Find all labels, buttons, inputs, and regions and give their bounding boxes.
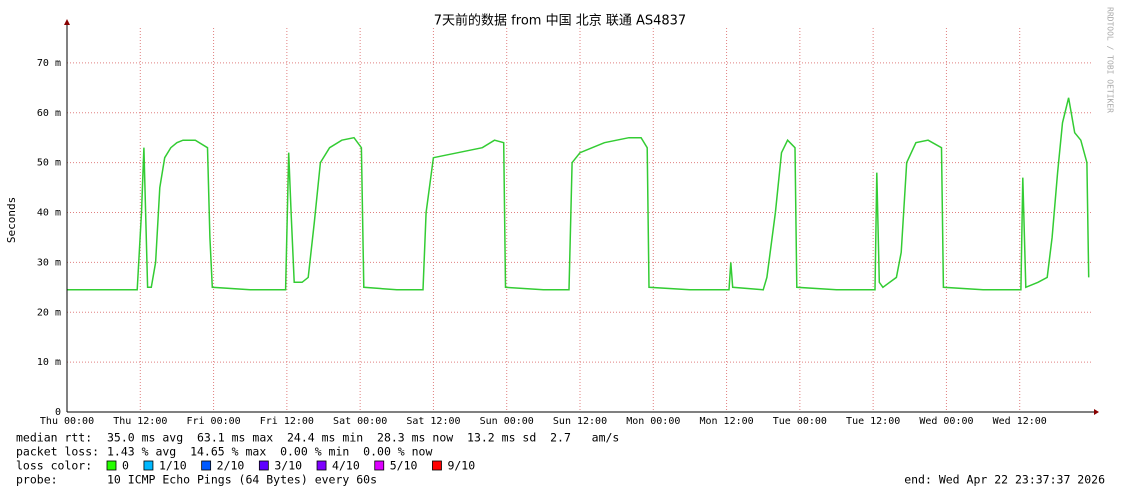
- x-tick-label: Wed 12:00: [993, 416, 1047, 427]
- legend-entry: 1/10: [159, 459, 187, 473]
- end-time: end: Wed Apr 22 23:37:37 2026: [904, 473, 1105, 487]
- legend-entry: 4/10: [332, 459, 360, 473]
- legend-label: loss color:: [16, 459, 92, 473]
- legend-swatch: [316, 460, 327, 471]
- x-tick-label: Fri 12:00: [260, 416, 314, 427]
- y-tick-label: 70 m: [37, 58, 61, 69]
- legend-swatch: [374, 460, 385, 471]
- x-tick-label: Tue 00:00: [773, 416, 827, 427]
- legend-label: probe:: [16, 473, 58, 487]
- y-arrow: [64, 19, 70, 25]
- y-tick-label: 30 m: [37, 257, 61, 268]
- legend-label: packet loss:: [16, 445, 99, 459]
- y-tick-label: 10 m: [37, 357, 61, 368]
- legend-swatch: [258, 460, 269, 471]
- legend-entry: 3/10: [274, 459, 302, 473]
- legend-swatch: [143, 460, 154, 471]
- x-tick-label: Tue 12:00: [846, 416, 900, 427]
- x-tick-label: Thu 00:00: [40, 416, 94, 427]
- y-tick-label: 40 m: [37, 208, 61, 219]
- legend-swatch: [432, 460, 442, 471]
- legend: median rtt: 35.0 ms avg 63.1 ms max 24.4…: [16, 431, 1105, 487]
- x-tick-label: Sat 00:00: [333, 416, 387, 427]
- legend-swatch: [201, 460, 212, 471]
- x-tick-label: Sun 12:00: [553, 416, 607, 427]
- series-line: [67, 97, 1090, 291]
- y-tick-label: 20 m: [37, 307, 61, 318]
- y-axis-label: Seconds: [5, 197, 18, 243]
- plot: [67, 97, 1090, 291]
- legend-text: 1.43 % avg 14.65 % max 0.00 % min 0.00 %…: [107, 445, 432, 459]
- x-tick-label: Wed 00:00: [919, 416, 973, 427]
- y-tick-label: 50 m: [37, 158, 61, 169]
- legend-entry: 0: [122, 459, 129, 473]
- x-tick-label: Thu 12:00: [113, 416, 167, 427]
- x-tick-label: Sun 00:00: [480, 416, 534, 427]
- grid: 0 10 m 20 m 30 m 40 m 50 m 60 m 70 m Thu 00:00 Th…: [37, 28, 1093, 427]
- y-tick-label: 60 m: [37, 108, 61, 119]
- x-tick-label: Mon 00:00: [626, 416, 680, 427]
- x-arrow: [1094, 409, 1099, 415]
- legend-swatch: [106, 460, 117, 471]
- y-tick-label: 0: [55, 407, 61, 418]
- chart-title: 7天前的数据 from 中国 北京 联通 AS4837: [434, 13, 686, 29]
- x-tick-label: Mon 12:00: [699, 416, 753, 427]
- legend-text: 35.0 ms avg 63.1 ms max 24.4 ms min 28.3…: [107, 431, 619, 445]
- legend-label: median rtt:: [16, 431, 92, 445]
- x-tick-label: Sat 12:00: [406, 416, 460, 427]
- legend-entry: 2/10: [217, 459, 245, 473]
- legend-entry: 5/10: [390, 459, 418, 473]
- watermark: RRDTOOL / TOBI OETIKER: [1106, 7, 1115, 113]
- legend-entry: 9/10: [447, 459, 475, 473]
- legend-text: 10 ICMP Echo Pings (64 Bytes) every 60s: [107, 473, 377, 487]
- x-tick-label: Fri 00:00: [186, 416, 240, 427]
